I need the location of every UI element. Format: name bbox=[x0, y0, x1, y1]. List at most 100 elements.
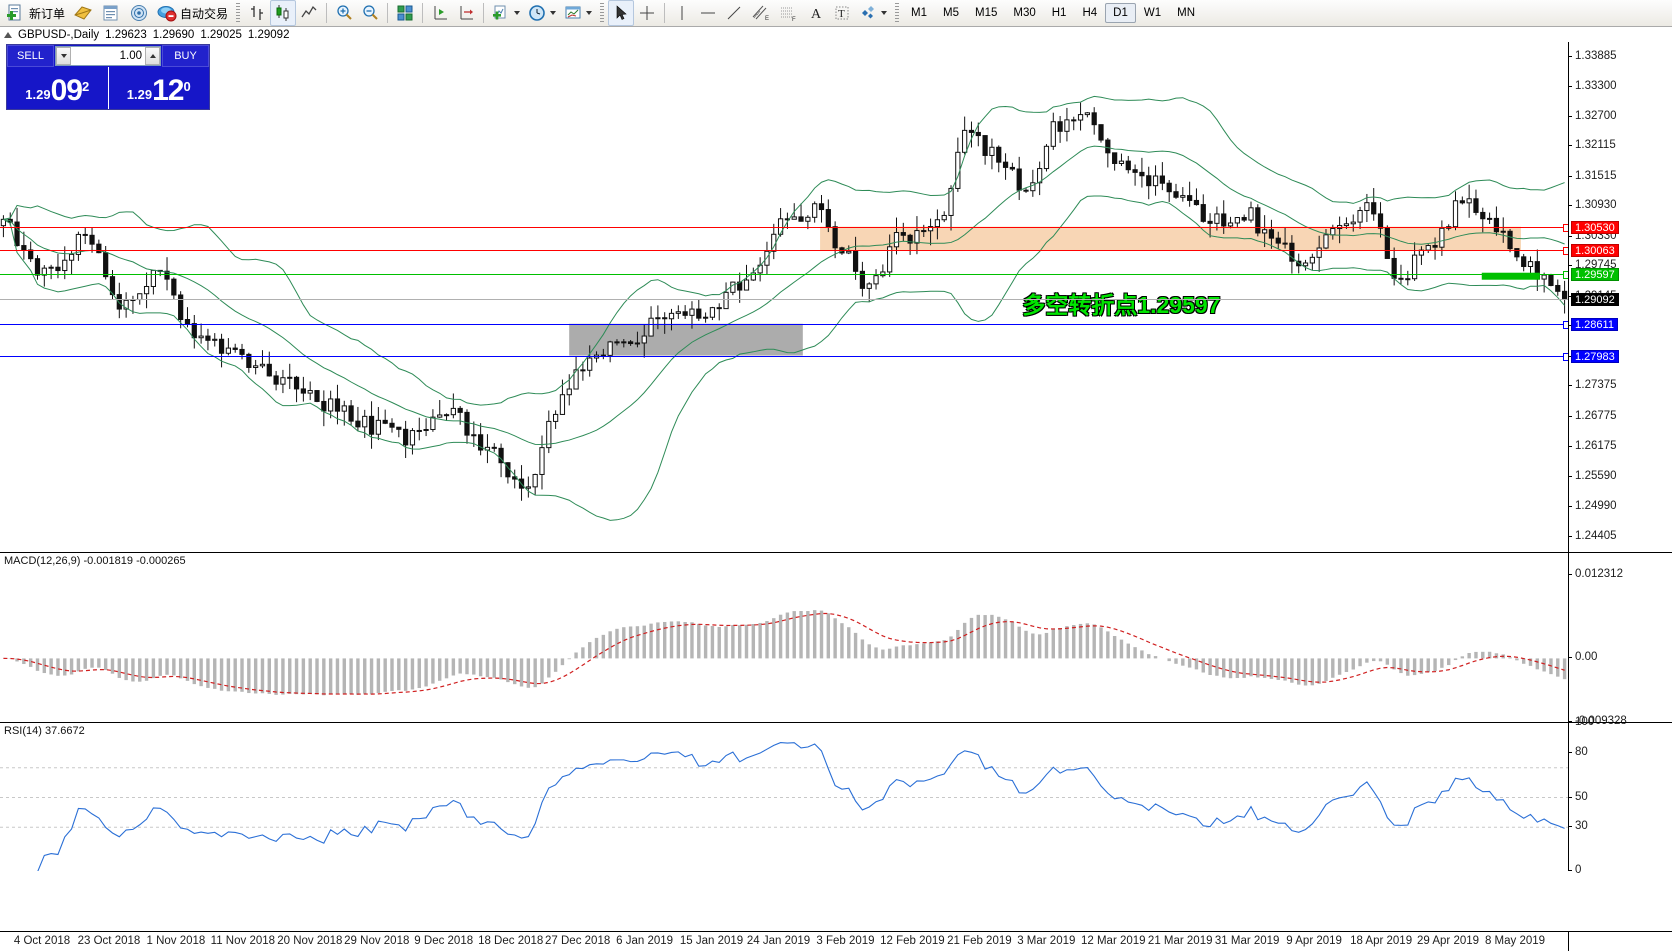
auto-scroll-button[interactable] bbox=[453, 0, 479, 26]
buy-button[interactable]: BUY bbox=[162, 45, 209, 67]
volume-increase-button[interactable] bbox=[145, 47, 160, 65]
bar-chart-button[interactable] bbox=[244, 0, 270, 26]
position-marker[interactable] bbox=[1481, 272, 1540, 280]
candle bbox=[757, 257, 763, 282]
symbol-close: 1.29092 bbox=[247, 28, 290, 41]
horizontal-level-line[interactable] bbox=[0, 250, 1568, 252]
templates-button[interactable] bbox=[560, 0, 596, 26]
last-price-label[interactable]: 1.29092 bbox=[1571, 293, 1619, 307]
trendline-button[interactable] bbox=[721, 0, 747, 26]
fibonacci-button[interactable]: F bbox=[775, 0, 803, 26]
bid-price[interactable]: 1.29 09 2 bbox=[7, 67, 109, 109]
macd-plot-area[interactable] bbox=[0, 553, 1568, 722]
equidistant-channel-button[interactable]: E bbox=[747, 0, 775, 26]
candlestick-chart-button[interactable] bbox=[270, 0, 297, 26]
expert-advisor-button[interactable] bbox=[69, 0, 97, 26]
level-handle[interactable] bbox=[1563, 247, 1568, 256]
timeframe-h1[interactable]: H1 bbox=[1051, 7, 1067, 19]
timeframe-mn[interactable]: MN bbox=[1177, 7, 1195, 19]
toolbar-grip-3[interactable] bbox=[895, 3, 900, 23]
zone-rectangle[interactable] bbox=[569, 323, 803, 356]
chart-annotation-text[interactable]: 多空转折点1.29597 bbox=[1022, 291, 1221, 318]
one-click-trading-panel[interactable]: SELL 1.00 BUY 1.29 09 2 1.29 12 0 bbox=[6, 44, 210, 110]
hline-button[interactable] bbox=[695, 0, 721, 26]
level-handle[interactable] bbox=[1563, 320, 1568, 329]
volume-decrease-button[interactable] bbox=[56, 47, 71, 65]
text-label-button[interactable]: T bbox=[829, 0, 855, 26]
timeframe-h4[interactable]: H4 bbox=[1082, 7, 1098, 19]
candle bbox=[1077, 102, 1084, 131]
cursor-button[interactable] bbox=[608, 0, 635, 26]
templates-dropdown-caret[interactable] bbox=[586, 11, 593, 15]
level-price-label[interactable]: 1.30063 bbox=[1571, 244, 1619, 258]
rsi-pane[interactable]: RSI(14) 37.6672 100 80 50 30 0 bbox=[0, 716, 1672, 876]
toolbar-grip-2[interactable] bbox=[600, 3, 605, 23]
candle bbox=[1057, 116, 1063, 143]
candle bbox=[1241, 214, 1247, 222]
candle bbox=[675, 305, 681, 319]
line-chart-button[interactable] bbox=[296, 0, 322, 26]
timeframe-m15[interactable]: M15 bbox=[975, 7, 998, 19]
vline-button[interactable] bbox=[669, 0, 695, 26]
macd-signal-line bbox=[3, 612, 1565, 695]
zone-rectangle[interactable] bbox=[820, 226, 1521, 251]
tile-windows-button[interactable] bbox=[392, 0, 418, 26]
candle bbox=[1262, 215, 1268, 248]
candle bbox=[580, 361, 586, 381]
timeframe-d1[interactable]: D1 bbox=[1105, 3, 1136, 23]
period-dropdown-caret[interactable] bbox=[550, 11, 557, 15]
text-button[interactable]: A bbox=[803, 0, 829, 26]
horizontal-level-line[interactable] bbox=[0, 226, 1568, 228]
timeframe-w1[interactable]: W1 bbox=[1143, 7, 1162, 19]
collapse-triangle-icon[interactable] bbox=[4, 31, 12, 38]
level-handle[interactable] bbox=[1563, 223, 1568, 232]
shapes-icon bbox=[859, 4, 877, 22]
shapes-dropdown-caret[interactable] bbox=[881, 11, 888, 15]
toolbar-grip[interactable] bbox=[236, 3, 241, 23]
candle bbox=[880, 264, 886, 278]
chart-container[interactable]: 多空转折点1.29597 1.33885 1.33300 1.32700 1.3211… bbox=[0, 42, 1672, 951]
date-axis[interactable]: 4 Oct 2018 23 Oct 2018 1 Nov 2018 11 Nov 20… bbox=[0, 931, 1568, 951]
volume-value[interactable]: 1.00 bbox=[119, 50, 142, 62]
data-window-button[interactable] bbox=[97, 0, 125, 26]
candle bbox=[702, 312, 709, 323]
timeframe-m5[interactable]: M5 bbox=[943, 7, 959, 19]
market-watch-button[interactable] bbox=[125, 0, 153, 26]
level-price-label[interactable]: 1.30530 bbox=[1571, 220, 1619, 234]
horizontal-level-line[interactable] bbox=[0, 355, 1568, 357]
crosshair-button[interactable] bbox=[634, 0, 660, 26]
volume-stepper[interactable]: 1.00 bbox=[55, 46, 161, 66]
zoom-out-button[interactable] bbox=[357, 0, 383, 26]
rsi-plot-area[interactable] bbox=[0, 723, 1568, 871]
horizontal-level-line[interactable] bbox=[0, 299, 1568, 301]
level-handle[interactable] bbox=[1563, 352, 1568, 361]
autotrading-button[interactable]: 自动交易 bbox=[153, 0, 232, 26]
chart-shift-button[interactable] bbox=[427, 0, 453, 26]
new-order-button[interactable]: 新订单 bbox=[2, 0, 69, 26]
macd-pane[interactable]: MACD(12,26,9) -0.001819 -0.000265 0.0123… bbox=[0, 552, 1672, 727]
level-price-label[interactable]: 1.29597 bbox=[1571, 267, 1619, 281]
candle bbox=[471, 421, 477, 447]
date-tick-label: 8 May 2019 bbox=[1484, 935, 1546, 947]
price-axis[interactable]: 1.33885 1.33300 1.32700 1.32115 1.31515 1.309… bbox=[1568, 42, 1672, 552]
price-pane[interactable]: 多空转折点1.29597 1.33885 1.33300 1.32700 1.3211… bbox=[0, 42, 1672, 552]
rsi-tick-label: 50 bbox=[1575, 790, 1588, 803]
shapes-button[interactable] bbox=[855, 0, 891, 26]
zoom-in-button[interactable] bbox=[331, 0, 357, 26]
timeframe-m1[interactable]: M1 bbox=[911, 7, 928, 19]
period-button[interactable] bbox=[524, 0, 560, 26]
level-price-label[interactable]: 1.27983 bbox=[1571, 349, 1619, 363]
sell-button[interactable]: SELL bbox=[7, 45, 54, 67]
candle bbox=[927, 218, 934, 246]
horizontal-level-line[interactable] bbox=[0, 323, 1568, 325]
ask-price[interactable]: 1.29 12 0 bbox=[126, 74, 191, 107]
indicators-dropdown-caret[interactable] bbox=[514, 11, 521, 15]
price-plot-area[interactable]: 多空转折点1.29597 bbox=[0, 42, 1568, 552]
rsi-tick-label: 100 bbox=[1575, 716, 1595, 728]
level-price-label[interactable]: 1.28611 bbox=[1571, 317, 1618, 331]
candle bbox=[382, 409, 388, 425]
timeframe-m30[interactable]: M30 bbox=[1013, 7, 1036, 19]
indicators-button[interactable] bbox=[488, 0, 524, 26]
horizontal-level-line[interactable] bbox=[0, 273, 1568, 275]
level-handle[interactable] bbox=[1563, 270, 1568, 279]
